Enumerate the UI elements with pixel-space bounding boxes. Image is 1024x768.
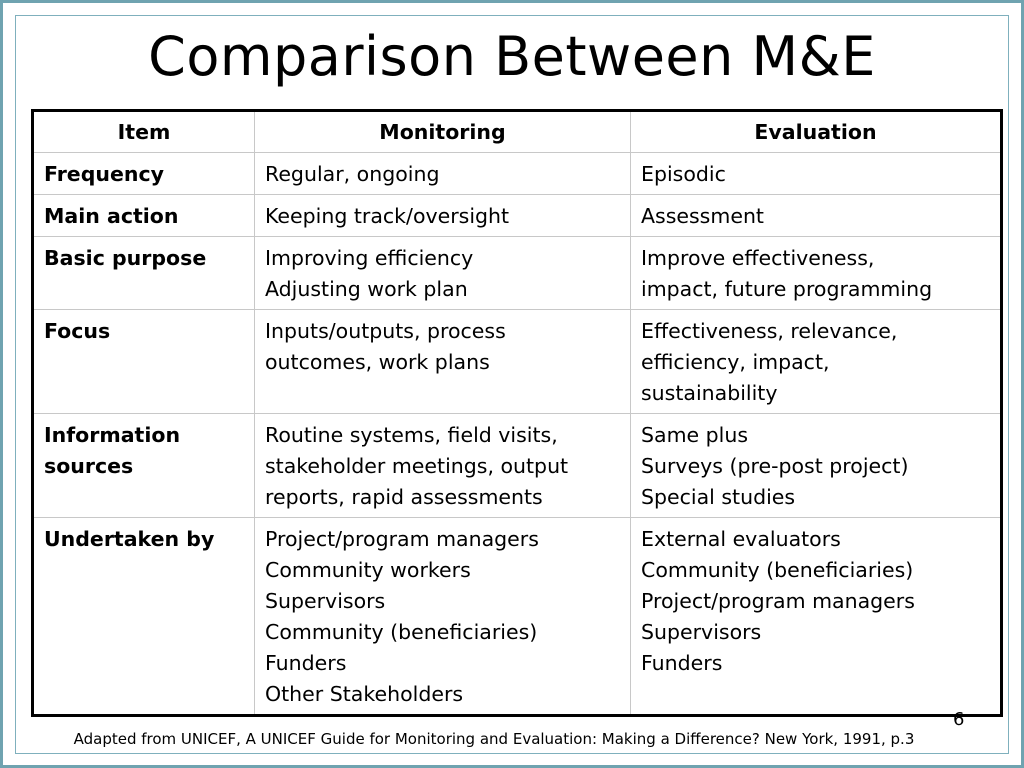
cell-item: Main action xyxy=(32,194,255,237)
table-row: Information sources Routine systems, field… xyxy=(32,413,1002,518)
cell-line: Community (beneficiaries) xyxy=(265,620,538,644)
cell-line: impact, future programming xyxy=(641,277,933,301)
slide: Comparison Between M&E Item Monitoring E… xyxy=(3,3,1021,765)
cell-line: Supervisors xyxy=(265,589,386,613)
cell-line: Improve effectiveness, xyxy=(641,246,875,270)
cell-line: Information xyxy=(44,423,181,447)
cell-item: Focus xyxy=(32,309,255,414)
table-row: Focus Inputs/outputs, process outcomes, wo… xyxy=(32,309,1002,414)
cell-monitoring: Regular, ongoing xyxy=(254,152,631,195)
cell-line: Keeping track/oversight xyxy=(265,204,510,228)
cell-monitoring: Inputs/outputs, process outcomes, work pl… xyxy=(254,309,631,414)
cell-evaluation: Episodic xyxy=(630,152,1002,195)
cell-line: Same plus xyxy=(641,423,749,447)
cell-line: Inputs/outputs, process xyxy=(265,319,506,343)
cell-line: Funders xyxy=(641,651,723,675)
cell-evaluation: External evaluators Community (beneficiar… xyxy=(630,517,1002,716)
cell-line: Funders xyxy=(265,651,347,675)
cell-line: Episodic xyxy=(641,162,726,186)
cell-line: Supervisors xyxy=(641,620,762,644)
cell-line: Project/program managers xyxy=(641,589,915,613)
cell-item: Information sources xyxy=(32,413,255,518)
cell-line: sources xyxy=(44,454,134,478)
cell-line: Community workers xyxy=(265,558,471,582)
cell-evaluation: Same plus Surveys (pre-post project) Speci… xyxy=(630,413,1002,518)
cell-line: outcomes, work plans xyxy=(265,350,490,374)
header-item: Item xyxy=(32,110,255,153)
cell-line: efficiency, impact, xyxy=(641,350,830,374)
page-number: 6 xyxy=(953,709,965,730)
comparison-table: Item Monitoring Evaluation Frequency Regu… xyxy=(31,109,1003,717)
cell-line: Regular, ongoing xyxy=(265,162,440,186)
cell-line: reports, rapid assessments xyxy=(265,485,543,509)
cell-monitoring: Project/program managers Community worker… xyxy=(254,517,631,716)
cell-line: sustainability xyxy=(641,381,778,405)
table-row: Basic purpose Improving efficiency Adjusti… xyxy=(32,236,1002,310)
header-monitoring: Monitoring xyxy=(254,110,631,153)
cell-line: Main action xyxy=(44,204,179,228)
cell-item: Basic purpose xyxy=(32,236,255,310)
cell-line: Improving efficiency xyxy=(265,246,474,270)
cell-evaluation: Assessment xyxy=(630,194,1002,237)
cell-monitoring: Keeping track/oversight xyxy=(254,194,631,237)
cell-line: Adjusting work plan xyxy=(265,277,468,301)
cell-item: Undertaken by xyxy=(32,517,255,716)
header-evaluation: Evaluation xyxy=(630,110,1002,153)
cell-line: Other Stakeholders xyxy=(265,682,464,706)
cell-line: Project/program managers xyxy=(265,527,539,551)
cell-line: Special studies xyxy=(641,485,796,509)
cell-line: Focus xyxy=(44,319,111,343)
cell-line: Routine systems, field visits, xyxy=(265,423,558,447)
slide-title: Comparison Between M&E xyxy=(148,25,876,88)
cell-item: Frequency xyxy=(32,152,255,195)
table-row: Main action Keeping track/oversight Assess… xyxy=(32,194,1002,237)
cell-line: Basic purpose xyxy=(44,246,207,270)
table-row: Frequency Regular, ongoing Episodic xyxy=(32,152,1002,195)
cell-line: Community (beneficiaries) xyxy=(641,558,914,582)
cell-line: Surveys (pre-post project) xyxy=(641,454,909,478)
cell-line: Assessment xyxy=(641,204,764,228)
cell-line: stakeholder meetings, output xyxy=(265,454,569,478)
cell-monitoring: Improving efficiency Adjusting work plan xyxy=(254,236,631,310)
table-header-row: Item Monitoring Evaluation xyxy=(32,110,1002,153)
cell-line: Undertaken by xyxy=(44,527,215,551)
table-body: Frequency Regular, ongoing Episodic Main ac… xyxy=(32,152,1002,716)
footnote: Adapted from UNICEF, A UNICEF Guide for … xyxy=(73,730,915,748)
table-row: Undertaken by Project/program managers Com… xyxy=(32,517,1002,716)
cell-monitoring: Routine systems, field visits, stakeholde… xyxy=(254,413,631,518)
cell-evaluation: Improve effectiveness, impact, future pro… xyxy=(630,236,1002,310)
cell-line: External evaluators xyxy=(641,527,841,551)
cell-evaluation: Effectiveness, relevance, efficiency, imp… xyxy=(630,309,1002,414)
cell-line: Effectiveness, relevance, xyxy=(641,319,898,343)
cell-line: Frequency xyxy=(44,162,164,186)
